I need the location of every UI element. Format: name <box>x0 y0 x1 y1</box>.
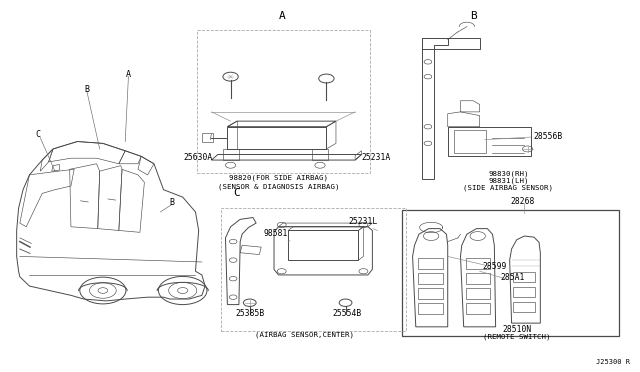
Bar <box>466 273 490 284</box>
Bar <box>202 134 212 142</box>
Bar <box>418 288 444 299</box>
Text: 25554B: 25554B <box>333 310 362 318</box>
Text: (REMOTE SWITCH): (REMOTE SWITCH) <box>483 334 550 340</box>
Bar <box>288 231 358 260</box>
Text: 98581: 98581 <box>264 228 288 238</box>
Text: B: B <box>84 85 90 94</box>
Bar <box>513 272 535 282</box>
Text: J25300 R: J25300 R <box>596 359 630 365</box>
Bar <box>221 208 406 331</box>
Bar <box>312 149 328 160</box>
Bar <box>466 258 490 269</box>
Bar <box>466 303 490 314</box>
Text: 25231A: 25231A <box>362 153 391 161</box>
Text: 28268: 28268 <box>511 197 535 206</box>
Text: 28599: 28599 <box>483 262 508 270</box>
Bar <box>418 258 444 269</box>
Text: 285A1: 285A1 <box>500 273 525 282</box>
Text: B: B <box>170 198 174 207</box>
Text: 98830(RH): 98830(RH) <box>488 170 529 177</box>
Bar <box>402 210 619 336</box>
Bar <box>418 303 444 314</box>
Bar <box>223 149 239 160</box>
Text: C: C <box>234 188 241 198</box>
Text: B: B <box>470 10 477 20</box>
Bar <box>454 131 486 153</box>
Text: A: A <box>126 70 131 79</box>
Bar <box>448 127 531 156</box>
Text: A: A <box>278 10 285 20</box>
Bar <box>418 273 444 284</box>
Text: 98820(FOR SIDE AIRBAG): 98820(FOR SIDE AIRBAG) <box>229 174 328 181</box>
Text: (SENSOR & DIAGNOSIS AIRBAG): (SENSOR & DIAGNOSIS AIRBAG) <box>218 183 339 190</box>
Bar <box>466 288 490 299</box>
Text: 25385B: 25385B <box>235 310 264 318</box>
Text: (SIDE AIRBAG SENSOR): (SIDE AIRBAG SENSOR) <box>463 185 554 192</box>
Bar <box>513 287 535 297</box>
Text: 25630A: 25630A <box>184 153 212 161</box>
Text: C: C <box>35 130 40 140</box>
Text: 25231L: 25231L <box>348 217 378 226</box>
Text: (AIRBAG SENSOR,CENTER): (AIRBAG SENSOR,CENTER) <box>255 332 353 338</box>
Text: 28510N: 28510N <box>502 325 531 334</box>
Bar <box>197 31 370 173</box>
Text: 98831(LH): 98831(LH) <box>488 177 529 184</box>
Bar <box>513 302 535 312</box>
Text: 28556B: 28556B <box>534 132 563 141</box>
